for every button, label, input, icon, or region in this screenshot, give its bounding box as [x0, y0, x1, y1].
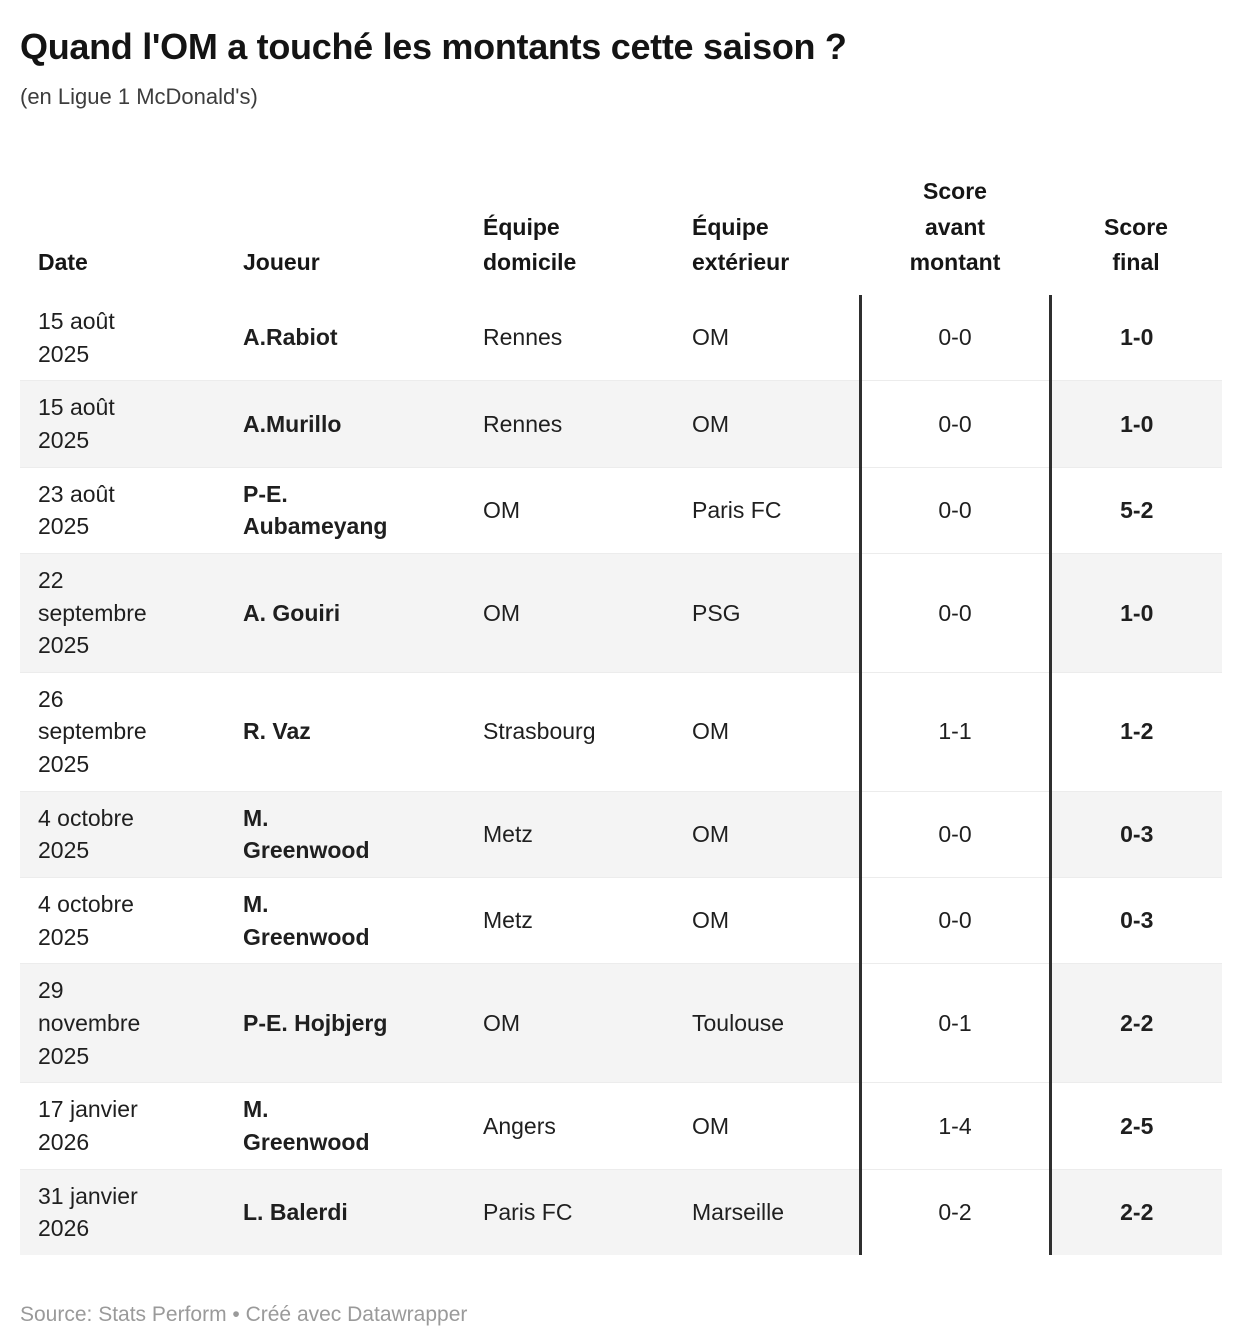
cell-date: 4 octobre 2025 [20, 877, 243, 964]
cell-score-before: 0-0 [858, 790, 1052, 878]
cell-away-team: Marseille [692, 1168, 860, 1255]
cell-date: 22 septembre 2025 [20, 552, 243, 673]
cell-away-team: Toulouse [692, 963, 860, 1083]
column-header-home-team: Équipe domicile [483, 213, 577, 276]
table-row: 22 septembre 2025 A. Gouiri OM PSG 0-0 1… [20, 552, 1222, 673]
cell-player: M. Greenwood [243, 877, 483, 964]
cell-score-final: 1-0 [1120, 324, 1154, 351]
column-header-away-team: Équipe extérieur [692, 213, 790, 276]
cell-score-final: 1-0 [1050, 552, 1222, 673]
results-table: Date Joueur Équipe domicile Équipe extér… [20, 174, 1222, 1255]
cell-home-team: OM [483, 963, 692, 1083]
cell-score-final: 5-2 [1050, 466, 1222, 554]
cell-player: P-E. Hojbjerg [243, 963, 483, 1083]
cell-player: A.Rabiot [243, 324, 338, 351]
cell-score-final: 0-3 [1050, 877, 1222, 964]
cell-score-before: 0-2 [858, 1168, 1052, 1255]
cell-score-final: 2-2 [1050, 963, 1222, 1083]
cell-away-team: OM [692, 380, 860, 468]
cell-away-team: Paris FC [692, 466, 860, 554]
cell-away-team: OM [692, 877, 860, 964]
cell-player: M. Greenwood [243, 790, 483, 878]
chart-title: Quand l'OM a touché les montants cette s… [20, 26, 847, 67]
cell-score-before: 0-0 [858, 552, 1052, 673]
cell-player: P-E. Aubameyang [243, 466, 483, 554]
cell-home-team: Angers [483, 1082, 692, 1170]
cell-date: 23 août 2025 [20, 466, 243, 554]
cell-date: 26 septembre 2025 [20, 671, 243, 792]
cell-score-before: 0-0 [858, 466, 1052, 554]
table-row: 4 octobre 2025 M. Greenwood Metz OM 0-0 … [20, 790, 1222, 878]
cell-score-before: 0-1 [858, 963, 1052, 1083]
table-body: 15 août 2025 A.Rabiot Rennes OM 0-0 1-0 … [20, 294, 1222, 1255]
cell-score-before: 0-0 [858, 877, 1052, 964]
cell-score-final: 1-2 [1050, 671, 1222, 792]
cell-date: 15 août 2025 [20, 380, 243, 468]
column-header-score-before: Score avant montant [909, 177, 1001, 276]
cell-score-final: 0-3 [1050, 790, 1222, 878]
table-row: 26 septembre 2025 R. Vaz Strasbourg OM 1… [20, 671, 1222, 792]
cell-player: M. Greenwood [243, 1082, 483, 1170]
cell-date: 17 janvier 2026 [20, 1082, 243, 1170]
cell-date: 29 novembre 2025 [20, 963, 243, 1083]
cell-player: R. Vaz [243, 671, 483, 792]
cell-away-team: OM [692, 1082, 860, 1170]
cell-home-team: OM [483, 552, 692, 673]
table-row: 23 août 2025 P-E. Aubameyang OM Paris FC… [20, 466, 1222, 554]
cell-score-before: 0-0 [858, 380, 1052, 468]
cell-home-team: Paris FC [483, 1168, 692, 1255]
table-header-row: Date Joueur Équipe domicile Équipe extér… [20, 174, 1222, 295]
cell-away-team: OM [692, 671, 860, 792]
cell-away-team: PSG [692, 552, 860, 673]
column-header-score-final: Score final [1104, 213, 1168, 276]
cell-home-team: Rennes [483, 380, 692, 468]
cell-score-final: 2-2 [1050, 1168, 1222, 1255]
cell-date: 4 octobre 2025 [20, 790, 243, 878]
cell-home-team: Rennes [483, 324, 563, 351]
table-row: 15 août 2025 A.Rabiot Rennes OM 0-0 1-0 [20, 294, 1222, 381]
cell-date: 31 janvier 2026 [20, 1168, 243, 1255]
cell-date: 15 août 2025 [38, 307, 115, 367]
cell-player: L. Balerdi [243, 1168, 483, 1255]
cell-home-team: Metz [483, 790, 692, 878]
table-row: 31 janvier 2026 L. Balerdi Paris FC Mars… [20, 1168, 1222, 1255]
column-header-player: Joueur [243, 249, 320, 276]
cell-score-final: 1-0 [1050, 380, 1222, 468]
cell-score-before: 0-0 [858, 294, 1052, 381]
chart-subtitle: (en Ligue 1 McDonald's) [20, 84, 258, 110]
cell-score-before: 1-1 [858, 671, 1052, 792]
cell-player: A. Gouiri [243, 552, 483, 673]
cell-home-team: OM [483, 466, 692, 554]
cell-away-team: OM [692, 324, 730, 351]
table-row: 15 août 2025 A.Murillo Rennes OM 0-0 1-0 [20, 380, 1222, 468]
cell-home-team: Strasbourg [483, 671, 692, 792]
table-row: 17 janvier 2026 M. Greenwood Angers OM 1… [20, 1082, 1222, 1170]
cell-home-team: Metz [483, 877, 692, 964]
cell-player: A.Murillo [243, 380, 483, 468]
cell-score-final: 2-5 [1050, 1082, 1222, 1170]
cell-away-team: OM [692, 790, 860, 878]
table-row: 29 novembre 2025 P-E. Hojbjerg OM Toulou… [20, 963, 1222, 1083]
cell-score-before: 1-4 [858, 1082, 1052, 1170]
chart-source: Source: Stats Perform • Créé avec Datawr… [20, 1303, 468, 1326]
table-row: 4 octobre 2025 M. Greenwood Metz OM 0-0 … [20, 877, 1222, 964]
column-header-date: Date [38, 249, 88, 276]
